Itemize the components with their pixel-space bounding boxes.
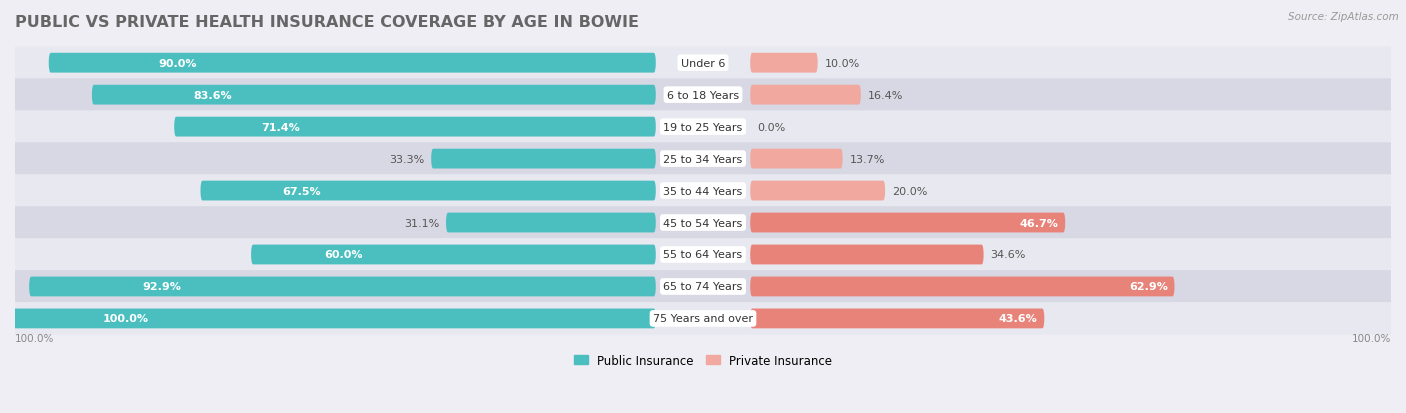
Text: 92.9%: 92.9% [142, 282, 181, 292]
FancyBboxPatch shape [15, 239, 1391, 271]
Text: 25 to 34 Years: 25 to 34 Years [664, 154, 742, 164]
FancyBboxPatch shape [15, 175, 1391, 207]
FancyBboxPatch shape [15, 143, 1391, 176]
Text: 13.7%: 13.7% [849, 154, 884, 164]
FancyBboxPatch shape [15, 111, 1391, 144]
Text: 100.0%: 100.0% [1351, 333, 1391, 344]
Text: 34.6%: 34.6% [990, 250, 1026, 260]
FancyBboxPatch shape [201, 181, 655, 201]
Text: 35 to 44 Years: 35 to 44 Years [664, 186, 742, 196]
Text: 100.0%: 100.0% [15, 333, 55, 344]
FancyBboxPatch shape [174, 117, 655, 137]
Text: Under 6: Under 6 [681, 59, 725, 69]
Text: 60.0%: 60.0% [323, 250, 363, 260]
FancyBboxPatch shape [751, 245, 984, 265]
FancyBboxPatch shape [751, 181, 886, 201]
FancyBboxPatch shape [91, 85, 655, 105]
Text: 31.1%: 31.1% [404, 218, 439, 228]
Text: 0.0%: 0.0% [756, 122, 785, 132]
FancyBboxPatch shape [0, 309, 655, 329]
Text: 20.0%: 20.0% [891, 186, 927, 196]
Legend: Public Insurance, Private Insurance: Public Insurance, Private Insurance [569, 349, 837, 371]
Text: 6 to 18 Years: 6 to 18 Years [666, 90, 740, 100]
FancyBboxPatch shape [432, 150, 655, 169]
FancyBboxPatch shape [751, 309, 1045, 329]
FancyBboxPatch shape [15, 47, 1391, 80]
FancyBboxPatch shape [751, 54, 818, 74]
Text: 83.6%: 83.6% [194, 90, 232, 100]
FancyBboxPatch shape [15, 207, 1391, 239]
Text: 67.5%: 67.5% [283, 186, 321, 196]
Text: 46.7%: 46.7% [1019, 218, 1059, 228]
Text: 62.9%: 62.9% [1129, 282, 1168, 292]
Text: 16.4%: 16.4% [868, 90, 903, 100]
Text: 10.0%: 10.0% [824, 59, 859, 69]
Text: PUBLIC VS PRIVATE HEALTH INSURANCE COVERAGE BY AGE IN BOWIE: PUBLIC VS PRIVATE HEALTH INSURANCE COVER… [15, 15, 638, 30]
FancyBboxPatch shape [751, 213, 1066, 233]
FancyBboxPatch shape [30, 277, 655, 297]
Text: 19 to 25 Years: 19 to 25 Years [664, 122, 742, 132]
FancyBboxPatch shape [751, 150, 842, 169]
Text: 45 to 54 Years: 45 to 54 Years [664, 218, 742, 228]
Text: Source: ZipAtlas.com: Source: ZipAtlas.com [1288, 12, 1399, 22]
FancyBboxPatch shape [15, 79, 1391, 112]
FancyBboxPatch shape [15, 302, 1391, 335]
Text: 100.0%: 100.0% [103, 313, 149, 324]
FancyBboxPatch shape [15, 271, 1391, 303]
Text: 43.6%: 43.6% [998, 313, 1038, 324]
FancyBboxPatch shape [751, 85, 860, 105]
Text: 55 to 64 Years: 55 to 64 Years [664, 250, 742, 260]
FancyBboxPatch shape [252, 245, 655, 265]
FancyBboxPatch shape [49, 54, 655, 74]
Text: 75 Years and over: 75 Years and over [652, 313, 754, 324]
Text: 65 to 74 Years: 65 to 74 Years [664, 282, 742, 292]
Text: 90.0%: 90.0% [157, 59, 197, 69]
FancyBboxPatch shape [446, 213, 655, 233]
Text: 71.4%: 71.4% [262, 122, 299, 132]
Text: 33.3%: 33.3% [389, 154, 425, 164]
FancyBboxPatch shape [751, 277, 1174, 297]
